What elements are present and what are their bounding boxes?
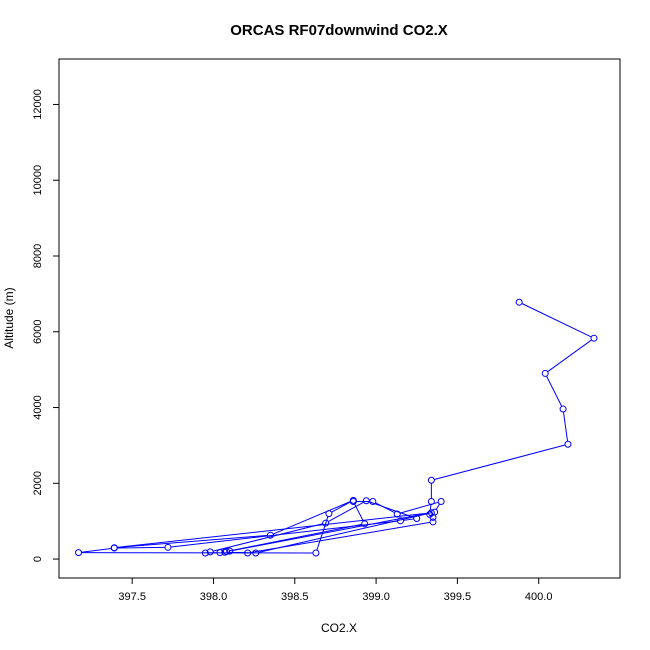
data-point	[427, 497, 435, 505]
data-point	[396, 517, 404, 525]
data-point	[206, 548, 214, 556]
data-point	[437, 497, 445, 505]
x-tick-label: 398.0	[200, 591, 228, 603]
data-point	[369, 497, 377, 505]
data-point	[216, 549, 224, 557]
data-point	[312, 549, 320, 557]
data-point	[75, 549, 83, 557]
data-point	[431, 508, 439, 516]
series-segment	[81, 547, 112, 553]
plot-frame	[58, 58, 621, 579]
series-segment	[547, 339, 592, 373]
data-point	[325, 510, 333, 518]
y-tick-label: 2000	[32, 471, 44, 495]
data-point	[590, 334, 598, 342]
x-axis: 397.5 398.0 398.5 399.0 399.5 400.0	[118, 578, 552, 603]
series-segment	[170, 520, 398, 548]
y-tick-label: 8000	[32, 244, 44, 268]
y-tick-label: 0	[32, 556, 44, 562]
data-point	[244, 549, 252, 557]
data-point	[541, 369, 549, 377]
chart-title: ORCAS RF07downwind CO2.X	[230, 22, 448, 39]
data-point	[427, 509, 435, 517]
series-segment	[435, 503, 440, 510]
data-point	[322, 519, 330, 527]
data-point	[222, 547, 230, 555]
y-axis-label: Altitude (m)	[2, 287, 16, 348]
y-tick-label: 6000	[32, 320, 44, 344]
series-segment	[117, 546, 165, 549]
x-tick-label: 399.0	[362, 591, 390, 603]
series-segment	[331, 501, 351, 513]
x-tick-label: 400.0	[525, 591, 553, 603]
series-co2x	[75, 298, 598, 557]
data-point	[266, 531, 274, 539]
data-point	[252, 549, 260, 557]
x-tick-label: 397.5	[118, 591, 146, 603]
series-segment	[521, 303, 592, 338]
data-point	[110, 544, 118, 552]
x-tick-label: 399.5	[444, 591, 472, 603]
series-segment	[434, 444, 566, 480]
series-segment	[375, 502, 395, 514]
x-axis-label: CO2.X	[321, 621, 357, 635]
series-segment	[258, 513, 429, 553]
series-segment	[117, 534, 268, 548]
data-point	[164, 543, 172, 551]
series-segment	[368, 501, 415, 518]
y-tick-label: 12000	[32, 89, 44, 120]
data-point	[393, 510, 401, 518]
series-segment	[328, 501, 364, 523]
series-segment	[117, 512, 429, 548]
y-axis: 0 2000 4000 6000 8000 10000 12000	[32, 89, 59, 562]
data-point	[226, 547, 234, 555]
series-segment	[354, 503, 364, 522]
series-segment	[563, 411, 569, 442]
data-point	[427, 476, 435, 484]
series-segment	[272, 501, 351, 535]
data-point	[559, 405, 567, 413]
data-point	[349, 497, 357, 505]
data-point	[429, 518, 437, 526]
data-point	[201, 549, 209, 557]
series-segment	[546, 375, 563, 407]
data-point	[515, 298, 523, 306]
data-point	[413, 515, 421, 523]
series-segment	[403, 518, 414, 521]
data-point	[564, 440, 572, 448]
data-point	[362, 497, 370, 505]
data-point	[361, 520, 369, 528]
y-tick-label: 4000	[32, 395, 44, 419]
y-tick-label: 10000	[32, 165, 44, 196]
x-tick-label: 398.5	[281, 591, 309, 603]
